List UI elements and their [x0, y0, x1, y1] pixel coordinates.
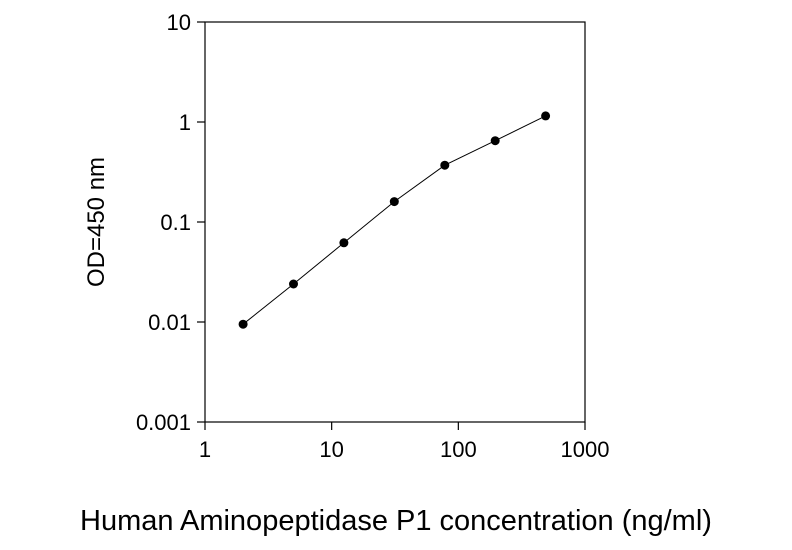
y-tick-label: 10 [167, 10, 191, 35]
y-tick-label: 1 [179, 110, 191, 135]
data-point [238, 319, 248, 329]
data-points [238, 111, 551, 329]
data-point [389, 197, 399, 207]
y-tick-label: 0.01 [148, 310, 191, 335]
y-axis-title: OD=450 nm [83, 157, 110, 287]
data-point [289, 279, 298, 289]
x-tick-label: 1000 [561, 437, 610, 462]
x-tick-label: 10 [319, 437, 343, 462]
y-tick-label: 0.001 [136, 410, 191, 435]
data-point [490, 136, 500, 146]
data-point [339, 238, 349, 248]
x-axis-title: Human Aminopeptidase P1 concentration (n… [80, 505, 712, 537]
series-line [242, 115, 546, 325]
y-axis-ticks: 0.001 0.01 0.1 1 10 [136, 10, 205, 435]
data-point [541, 111, 551, 121]
plot-frame [204, 21, 586, 423]
x-axis-ticks: 1 10 100 1000 [199, 422, 610, 462]
data-point [440, 160, 450, 170]
x-tick-label: 1 [199, 437, 211, 462]
y-tick-label: 0.1 [160, 210, 191, 235]
x-tick-label: 100 [440, 437, 477, 462]
